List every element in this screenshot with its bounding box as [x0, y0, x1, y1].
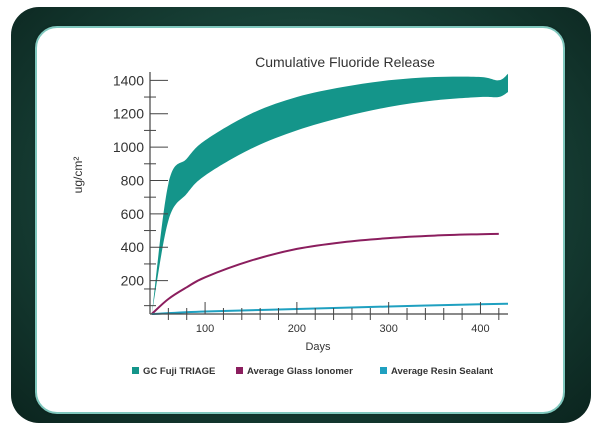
y-tick-label: 200: [121, 273, 145, 289]
legend: GC Fuji TRIAGE Average Glass Ionomer Avera…: [132, 366, 494, 377]
series-band-fuji-triage: [151, 73, 509, 314]
x-tick-label: 200: [288, 323, 306, 335]
legend-swatch: [236, 367, 243, 374]
series-line-1: [151, 232, 499, 315]
y-tick-label: 600: [121, 206, 145, 222]
x-axis-label: Days: [305, 341, 331, 353]
y-ticks: 200 400 600 800 1000 1200 1400: [113, 72, 168, 307]
legend-swatch: [380, 367, 387, 374]
y-tick-label: 1200: [113, 106, 144, 122]
y-tick-label: 1000: [113, 139, 144, 155]
x-ticks: 100 200 300 400: [167, 302, 500, 335]
chart-title: Cumulative Fluoride Release: [255, 54, 435, 70]
y-tick-label: 400: [121, 239, 145, 255]
legend-label: Average Glass Ionomer: [247, 366, 353, 377]
y-tick-label: 1400: [113, 72, 144, 88]
series-layer: [151, 73, 509, 315]
legend-swatch: [132, 367, 139, 374]
legend-label: Average Resin Sealant: [391, 366, 494, 377]
y-tick-label: 800: [121, 172, 145, 188]
x-tick-label: 400: [471, 323, 489, 335]
legend-label: GC Fuji TRIAGE: [143, 366, 215, 377]
y-axis-label: ug/cm²: [71, 157, 85, 194]
x-tick-label: 100: [196, 323, 214, 335]
x-tick-label: 300: [379, 323, 397, 335]
